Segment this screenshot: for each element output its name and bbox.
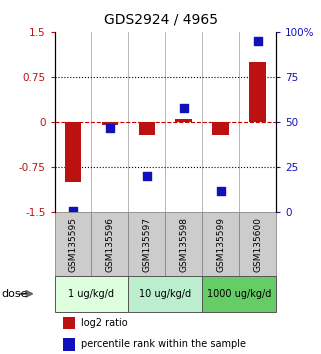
Text: 1000 ug/kg/d: 1000 ug/kg/d <box>207 289 271 299</box>
Point <box>218 188 223 194</box>
Text: log2 ratio: log2 ratio <box>81 318 128 328</box>
Text: GDS2924 / 4965: GDS2924 / 4965 <box>103 12 218 27</box>
Bar <box>64 338 74 350</box>
Text: GSM135597: GSM135597 <box>142 217 152 272</box>
Text: percentile rank within the sample: percentile rank within the sample <box>81 339 246 349</box>
Point <box>255 38 260 44</box>
Text: GSM135595: GSM135595 <box>68 217 78 272</box>
Bar <box>249 62 266 122</box>
Bar <box>176 119 192 122</box>
Text: 1 ug/kg/d: 1 ug/kg/d <box>68 289 115 299</box>
Bar <box>64 316 74 329</box>
Bar <box>91 212 128 276</box>
Point <box>71 208 76 213</box>
Bar <box>239 212 276 276</box>
Text: dose: dose <box>2 289 28 299</box>
Text: GSM135599: GSM135599 <box>216 217 225 272</box>
Text: GSM135598: GSM135598 <box>179 217 188 272</box>
Bar <box>55 276 128 312</box>
Text: GSM135596: GSM135596 <box>105 217 115 272</box>
Bar <box>102 122 118 125</box>
Bar <box>55 212 91 276</box>
Bar <box>65 122 81 182</box>
Bar <box>139 122 155 135</box>
Text: GSM135600: GSM135600 <box>253 217 262 272</box>
Point <box>181 105 187 110</box>
Bar <box>213 122 229 135</box>
Bar <box>165 212 202 276</box>
Bar <box>202 276 276 312</box>
Bar <box>128 276 202 312</box>
Text: 10 ug/kg/d: 10 ug/kg/d <box>139 289 191 299</box>
Bar <box>128 212 165 276</box>
Bar <box>202 212 239 276</box>
Point <box>107 125 113 130</box>
Point <box>144 173 150 179</box>
